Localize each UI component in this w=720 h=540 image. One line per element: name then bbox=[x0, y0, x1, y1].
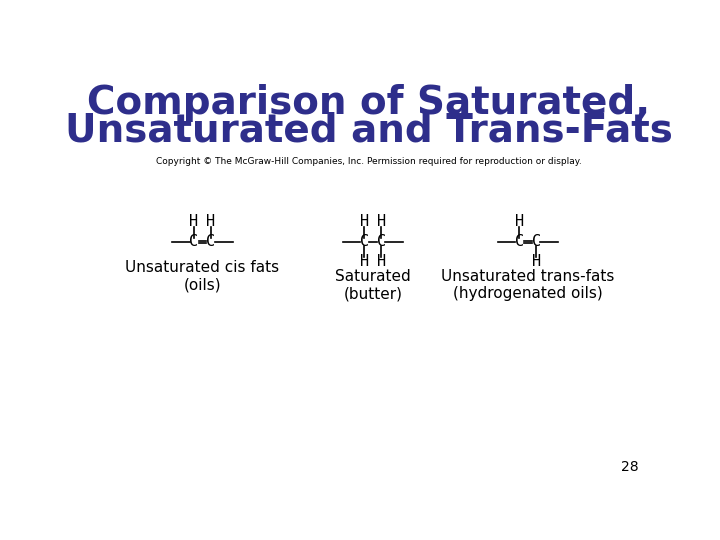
Text: Unsaturated and Trans-Fats: Unsaturated and Trans-Fats bbox=[65, 111, 673, 149]
Text: Unsaturated cis fats
(oils): Unsaturated cis fats (oils) bbox=[125, 260, 279, 293]
Text: H: H bbox=[360, 254, 369, 269]
Text: Saturated
(butter): Saturated (butter) bbox=[335, 269, 410, 301]
Text: H: H bbox=[189, 214, 199, 230]
Text: H: H bbox=[515, 214, 524, 230]
Text: Comparison of Saturated,: Comparison of Saturated, bbox=[87, 84, 651, 122]
Text: C: C bbox=[377, 234, 386, 249]
Text: C: C bbox=[207, 234, 215, 249]
Text: H: H bbox=[377, 254, 386, 269]
Text: H: H bbox=[360, 214, 369, 230]
Text: H: H bbox=[377, 214, 386, 230]
Text: H: H bbox=[207, 214, 215, 230]
Text: C: C bbox=[515, 234, 524, 249]
Text: Unsaturated trans-fats
(hydrogenated oils): Unsaturated trans-fats (hydrogenated oil… bbox=[441, 269, 615, 301]
Text: C: C bbox=[360, 234, 369, 249]
Text: C: C bbox=[189, 234, 199, 249]
Text: Copyright © The McGraw-Hill Companies, Inc. Permission required for reproduction: Copyright © The McGraw-Hill Companies, I… bbox=[156, 157, 582, 166]
Text: 28: 28 bbox=[621, 461, 639, 475]
Text: H: H bbox=[532, 254, 541, 269]
Text: C: C bbox=[532, 234, 541, 249]
